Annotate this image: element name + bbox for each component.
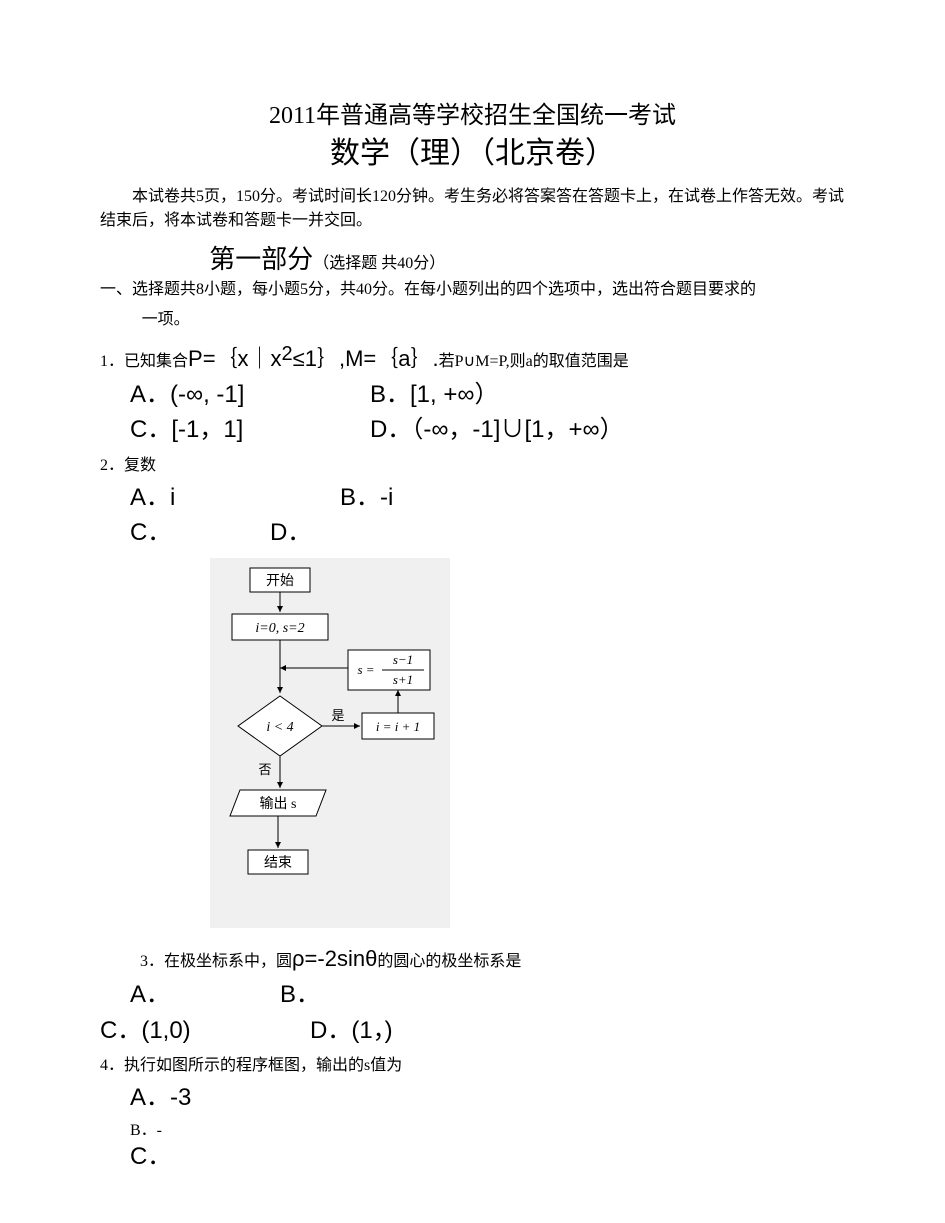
q1-option-D: D．（-∞，-1]∪[1，+∞） [370,413,730,447]
q1-suffix: 若P∪M=P,则a的取值范围是 [439,353,629,370]
q2-option-A: A．i [130,481,280,515]
q4-option-A: A．-3 [130,1081,845,1115]
q3-text: 3．在极坐标系中，圆ρ=-2sinθ的圆心的极坐标系是 [140,941,845,976]
flow-no-label: 否 [258,762,271,777]
q3-options-row2: C．(1,0) D．(1，) [100,1014,845,1048]
q4-text: 4．执行如图所示的程序框图，输出的s值为 [100,1053,845,1079]
flow-update-s-lhs: s = [357,662,374,677]
section-1-instruction-line2: 一项。 [100,308,845,332]
q3-option-C: C．(1,0) [100,1014,250,1048]
q1-prefix: 1．已知集合 [100,353,188,370]
section-1-main: 第一部分 [209,245,313,274]
flow-start-label: 开始 [266,573,294,589]
q1-option-B: B．[1, +∞） [370,378,550,412]
flowchart-container: 开始 i=0, s=2 s = s−1 s+1 i < 4 是 i = i + … [210,558,845,933]
flow-init-label: i=0, s=2 [255,621,304,636]
q3-option-A: A． [130,978,220,1012]
flow-cond-label: i < 4 [266,720,293,735]
q3-option-B: B． [280,978,460,1012]
exam-page: 2011年普通高等学校招生全国统一考试 数学（理）（北京卷） 本试卷共5页，15… [0,0,945,1216]
q1-formula-sq: 2 [282,343,293,365]
q2-option-B: B．-i [340,481,520,515]
flow-update-s-num: s−1 [393,652,413,667]
q2-option-D: D． [270,516,450,550]
q1-options-row2: C．[-1，1] D．（-∞，-1]∪[1，+∞） [130,413,845,447]
q2-text: 2．复数 [100,453,845,479]
q3-formula: ρ=-2sinθ [292,946,377,971]
q1-formula-rest: ≤1｝,M=｛a｝. [293,346,439,371]
flow-inc-label: i = i + 1 [376,719,420,734]
flow-yes-label: 是 [331,708,344,723]
q4-option-C: C． [130,1140,845,1174]
q1-option-C: C．[-1，1] [130,413,310,447]
q2-option-C: C． [130,516,210,550]
section-1-instruction-line1: 一、选择题共8小题，每小题5分，共40分。在每小题列出的四个选项中，选出符合题目… [100,278,845,302]
q1-text: 1．已知集合P=｛x｜x2≤1｝,M=｛a｝.若P∪M=P,则a的取值范围是 [100,338,845,376]
section-1-header: 第一部分（选择题 共40分） [100,239,845,276]
q3-option-D: D．(1，) [310,1014,490,1048]
q1-options-row1: A．(-∞, -1] B．[1, +∞） [130,378,845,412]
q4-option-B: B．- [130,1116,845,1140]
flow-update-s-den: s+1 [393,672,413,687]
section-1-sub: （选择题 共40分） [313,255,445,272]
q3-options-row1: A． B． [130,978,845,1012]
flow-output-label: 输出 s [260,796,297,812]
q3-suffix: 的圆心的极坐标系是 [377,953,521,970]
flow-end-label: 结束 [264,855,292,871]
q1-option-A: A．(-∞, -1] [130,378,310,412]
q2-options-row2: C． D． [130,516,845,550]
exam-intro: 本试卷共5页，150分。考试时间长120分钟。考生务必将答案答在答题卡上，在试卷… [100,185,845,233]
exam-title-line2: 数学（理）（北京卷） [100,134,845,173]
q1-formula-P: P=｛x｜x [188,346,282,371]
q3-prefix: 3．在极坐标系中，圆 [140,953,292,970]
exam-title-line1: 2011年普通高等学校招生全国统一考试 [100,100,845,134]
flowchart-svg: 开始 i=0, s=2 s = s−1 s+1 i < 4 是 i = i + … [210,558,450,928]
q2-options-row1: A．i B．-i [130,481,845,515]
